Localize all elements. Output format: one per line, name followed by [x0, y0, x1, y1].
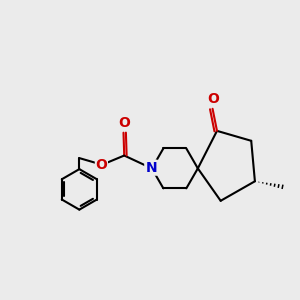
Text: O: O — [207, 92, 219, 106]
Text: O: O — [95, 158, 107, 172]
Text: N: N — [145, 161, 157, 175]
Text: O: O — [118, 116, 130, 130]
